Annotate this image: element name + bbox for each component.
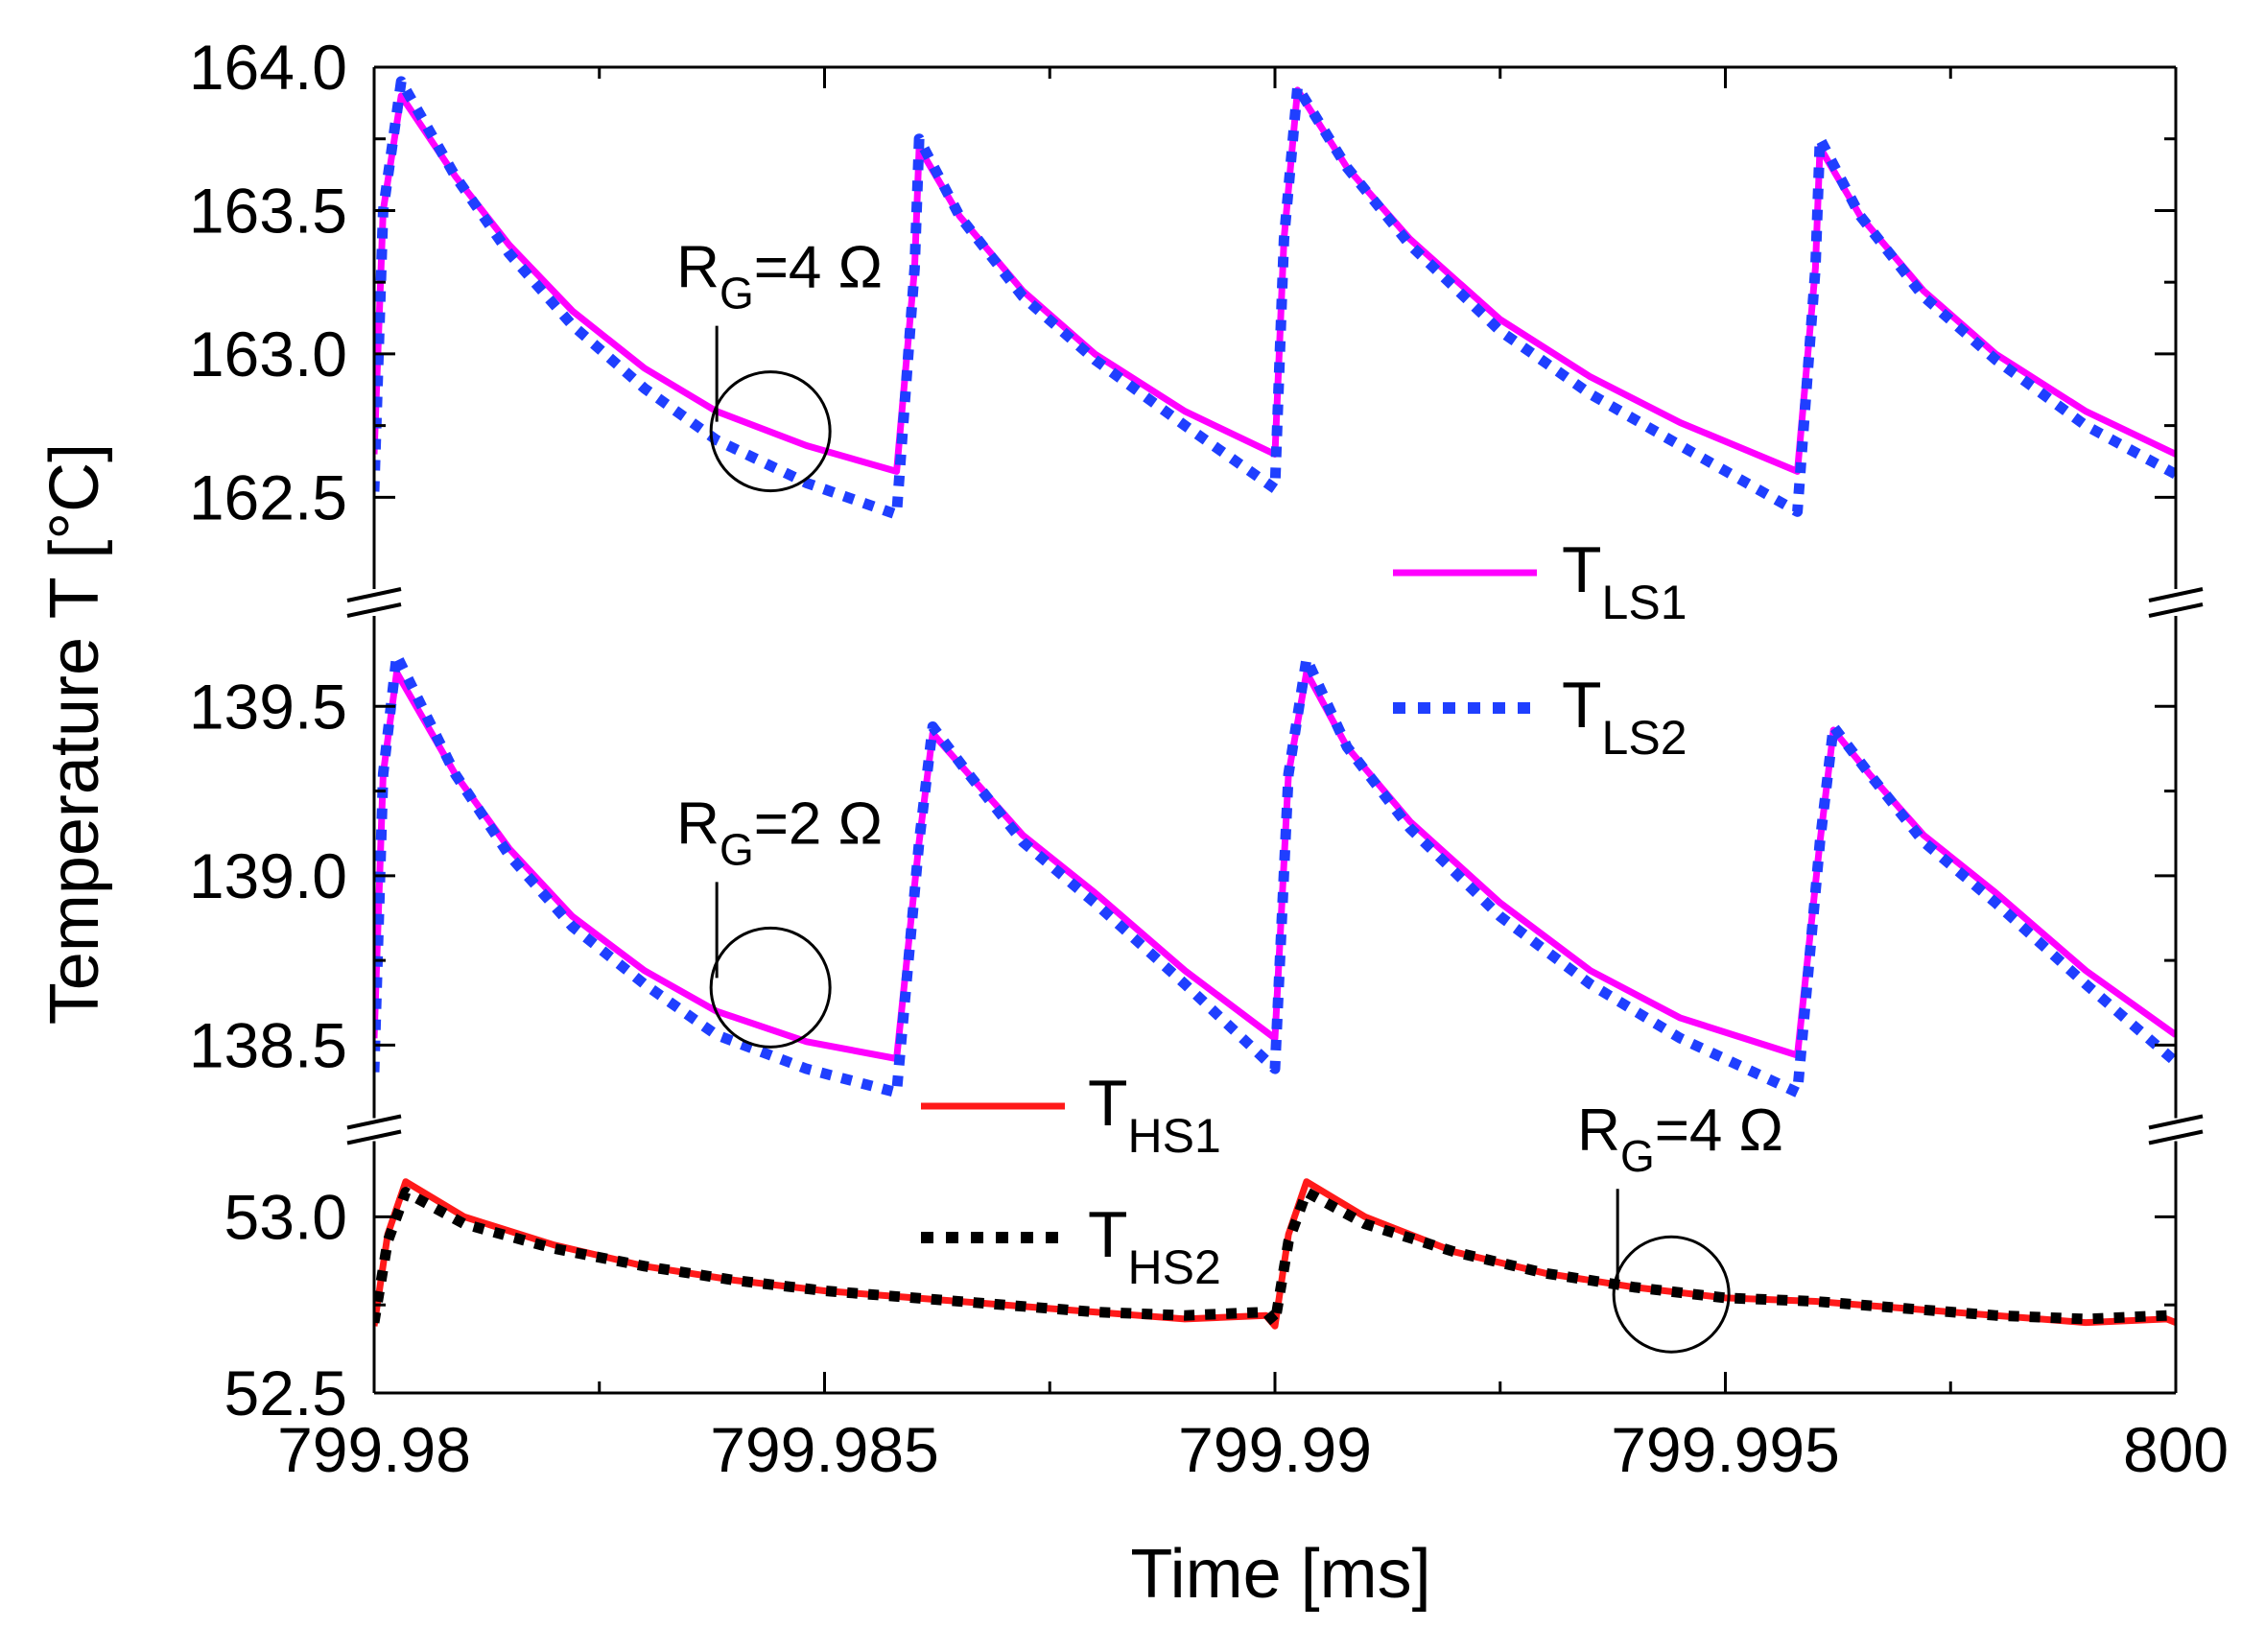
annotation-circle [709,370,832,493]
legend-label-hs2: THS2 [1088,1198,1221,1294]
y-tick-label: 164.0 [189,32,347,103]
y-tick-label: 139.5 [189,671,347,742]
axis-break-mark [2148,587,2204,602]
x-tick-label: 799.98 [277,1414,471,1485]
y-tick-label: 138.5 [189,1009,347,1080]
series-layer [374,76,2176,1330]
y-tick-label: 52.5 [224,1357,347,1428]
axis-break-mark [346,1114,402,1130]
series-t-ls2-middle [374,649,2176,1098]
series-t-hs2-lower [374,1187,2176,1329]
axis-break-mark [2148,1129,2204,1145]
y-tick-label: 163.0 [189,319,347,389]
y-tick-label: 163.5 [189,175,347,246]
y-tick-label: 139.0 [189,840,347,911]
legend-layer: TLS1 TLS2 THS1 THS2 [921,533,1687,1294]
annotations-layer: RG=4 Ω RG=2 Ω RG=4 Ω [676,235,1783,1354]
series-t-ls1-middle [374,669,2176,1062]
annotation-circle [709,926,832,1049]
axis-break-mark [2148,1114,2204,1130]
axis-break-mark [2148,602,2204,618]
y-axis-title: Temperature T [°C] [36,443,113,1025]
y-tick-label: 53.0 [224,1181,347,1252]
axis-break-mark [346,602,402,618]
annotation-label: RG=2 Ω [676,791,883,874]
x-axis-title: Time [ms] [1130,1536,1430,1613]
legend-label-ls2: TLS2 [1562,669,1687,765]
legend-label-ls1: TLS1 [1562,533,1687,629]
y-tick-label: 162.5 [189,461,347,532]
annotation-circle [1612,1235,1731,1354]
axis-break-mark [346,587,402,602]
axis-break-mark [346,1129,402,1145]
plot-frame [345,65,2205,1395]
annotation-label: RG=4 Ω [1577,1097,1783,1181]
ticks-layer: 799.98 799.985 799.99 799.995 800 162.5 163.0 1… [189,32,2229,1485]
series-t-ls1-upper [374,86,2176,475]
x-tick-label: 799.985 [710,1414,939,1485]
x-tick-label: 800 [2123,1414,2229,1485]
x-tick-label: 799.995 [1611,1414,1840,1485]
series-t-ls2-upper [374,76,2176,520]
x-tick-label: 799.99 [1178,1414,1372,1485]
annotation-label: RG=4 Ω [676,235,883,319]
legend-label-hs1: THS1 [1088,1067,1221,1163]
